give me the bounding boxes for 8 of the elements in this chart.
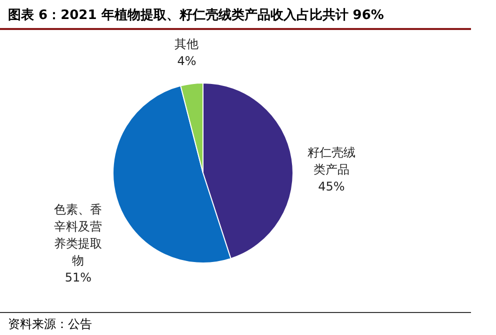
data-label: 45% [318, 180, 345, 194]
slice-label: 其他 [174, 37, 199, 52]
slice-label: 籽仁壳绒类产品 [307, 146, 356, 177]
text: 资料来源：公告 [0, 312, 471, 335]
slice-label: 色素、香辛料及营养类提取物 [54, 202, 102, 268]
data-label: 51% [64, 270, 92, 284]
data-label: 4% [177, 54, 196, 68]
chart-title: 图表 6：2021 年植物提取、籽仁壳绒类产品收入占比共计 96% [0, 0, 471, 30]
